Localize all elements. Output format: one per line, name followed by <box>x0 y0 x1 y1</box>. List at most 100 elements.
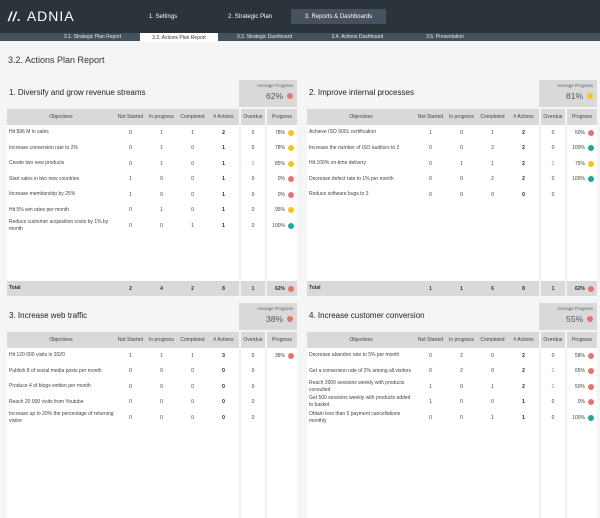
table-row[interactable]: Increase membership by 25% 1 0 0 1 0 0% <box>7 187 297 203</box>
progress-value: 58% <box>575 353 585 359</box>
overdue-count: 0 <box>539 141 565 157</box>
not-started-count: 0 <box>415 410 446 426</box>
total-not-started: 2 <box>115 281 146 296</box>
status-dot-icon <box>288 192 294 198</box>
table-row[interactable]: Hit 100% on-time delivery 0 1 1 2 1 75% <box>307 156 597 172</box>
table-row[interactable]: Produce 4 of blogs written per month 0 0… <box>7 379 297 395</box>
table-row[interactable]: Hit 120 000 visits in 2020 1 1 1 3 0 38% <box>7 348 297 364</box>
table-row[interactable]: Reduce customer acquisition costs by 1% … <box>7 218 297 234</box>
completed-count: 2 <box>477 172 508 188</box>
table-row[interactable]: Increase conversion rate to 2% 0 1 0 1 0… <box>7 141 297 157</box>
actions-count: 3 <box>208 348 239 364</box>
status-dot-icon <box>587 316 593 322</box>
table-row[interactable]: Hit $96 M in sales 0 1 1 2 0 78% <box>7 125 297 141</box>
in-progress-count: 0 <box>146 172 177 188</box>
table-row[interactable]: Create two new products 0 1 0 1 1 85% <box>7 156 297 172</box>
col-overdue: Overdue <box>539 109 565 125</box>
table-row[interactable]: Publish 8 of social media posts per mont… <box>7 364 297 380</box>
not-started-count: 0 <box>115 125 146 141</box>
status-dot-icon <box>588 176 594 182</box>
actions-count: 2 <box>508 379 539 395</box>
col-actions: # Actions <box>508 109 539 125</box>
table-row[interactable]: Obtain less than 5 payment cancellations… <box>307 410 597 426</box>
status-dot-icon <box>287 93 293 99</box>
status-dot-icon <box>588 130 594 136</box>
objective-name: Increase conversion rate to 2% <box>7 141 115 157</box>
objective-name: Reach 20 000 visits from Youtube <box>7 395 115 411</box>
nav-settings[interactable]: 1. Settings <box>128 9 198 24</box>
table-row[interactable]: Get 500 sessions weekly with products ad… <box>307 395 597 411</box>
overdue-count: 0 <box>539 187 565 203</box>
table-row[interactable]: Increase the number of ISO auditors to 2… <box>307 141 597 157</box>
overdue-count: 1 <box>539 364 565 380</box>
in-progress-count: 0 <box>146 364 177 380</box>
table-row[interactable]: Decrease abandon rate to 5% per month 0 … <box>307 348 597 364</box>
tab-strategic-dashboard[interactable]: 3.3. Strategic Dashboard <box>222 33 307 41</box>
col-objectives: Objectives <box>307 109 415 125</box>
status-dot-icon <box>288 353 294 359</box>
average-progress-label: Average Progress <box>239 83 293 88</box>
in-progress-count: 1 <box>146 156 177 172</box>
col-not-started: Not Started <box>115 332 146 348</box>
tab-strategic-plan-report[interactable]: 3.1. Strategic Plan Report <box>50 33 135 41</box>
completed-count: 0 <box>477 364 508 380</box>
actions-count: 0 <box>508 187 539 203</box>
objective-name: Reach 2000 sessions weekly with products… <box>307 379 415 395</box>
tab-presentation[interactable]: 3.5. Presentation <box>405 33 485 41</box>
objectives-table: Objectives Not Started In progress Compl… <box>7 332 297 518</box>
col-completed: Completed <box>477 332 508 348</box>
table-row[interactable]: Increase up to 20% the percentage of ret… <box>7 410 297 426</box>
progress-value: 100% <box>572 415 585 421</box>
overdue-count: 0 <box>239 141 265 157</box>
in-progress-count: 0 <box>146 379 177 395</box>
table-row[interactable]: Decrease defect rate to 1% per month 0 0… <box>307 172 597 188</box>
not-started-count: 1 <box>115 187 146 203</box>
not-started-count: 0 <box>115 395 146 411</box>
table-row[interactable]: Hit 5% win rates per month 0 1 0 1 0 95% <box>7 203 297 219</box>
overdue-count: 1 <box>539 379 565 395</box>
average-progress-label: Average Progress <box>539 83 593 88</box>
total-in-progress: 4 <box>146 281 177 296</box>
table-row[interactable]: Get a conversion rate of 2% among all vi… <box>307 364 597 380</box>
status-dot-icon <box>287 316 293 322</box>
status-dot-icon <box>588 384 594 390</box>
tab-actions-dashboard[interactable]: 3.4. Actions Dashboard <box>315 33 400 41</box>
tab-actions-plan-report[interactable]: 3.2. Actions Plan Report <box>140 33 218 42</box>
table-row[interactable]: Achieve ISO 9001 certification 1 0 1 2 0… <box>307 125 597 141</box>
col-overdue: Overdue <box>539 332 565 348</box>
objective-name: Hit $96 M in sales <box>7 125 115 141</box>
table-row[interactable]: Reduce software bugs to 3 0 0 0 0 0 <box>307 187 597 203</box>
not-started-count: 1 <box>415 125 446 141</box>
progress-value: 0% <box>578 399 585 405</box>
overdue-count: 1 <box>539 156 565 172</box>
nav-reports-dashboards[interactable]: 3. Reports & Dashboards <box>291 9 386 24</box>
in-progress-count: 0 <box>446 172 477 188</box>
progress-value: 100% <box>272 223 285 229</box>
progress-value: 75% <box>575 161 585 167</box>
overdue-count: 0 <box>539 410 565 426</box>
status-dot-icon <box>288 286 294 292</box>
total-actions: 8 <box>208 281 239 296</box>
col-in-progress: In progress <box>446 109 477 125</box>
progress-value: 0% <box>278 176 285 182</box>
col-completed: Completed <box>477 109 508 125</box>
actions-count: 1 <box>208 141 239 157</box>
table-row[interactable]: Reach 20 000 visits from Youtube 0 0 0 0… <box>7 395 297 411</box>
page-title: 3.2. Actions Plan Report <box>8 55 105 65</box>
completed-count: 1 <box>477 156 508 172</box>
status-dot-icon <box>288 130 294 136</box>
average-progress-label: Average Progress <box>239 306 293 311</box>
progress-value: 65% <box>575 368 585 374</box>
table-row[interactable]: Start sales in two new countries 1 0 0 1… <box>7 172 297 188</box>
table-row[interactable]: Reach 2000 sessions weekly with products… <box>307 379 597 395</box>
in-progress-count: 0 <box>446 395 477 411</box>
overdue-count: 0 <box>239 187 265 203</box>
objective-name: Get 500 sessions weekly with products ad… <box>307 395 415 411</box>
completed-count: 1 <box>177 218 208 234</box>
nav-strategic-plan[interactable]: 2. Strategic Plan <box>210 9 290 24</box>
objectives-table: Objectives Not Started In progress Compl… <box>307 332 597 518</box>
status-dot-icon <box>588 399 594 405</box>
total-in-progress: 1 <box>446 281 477 296</box>
overdue-count: 0 <box>239 348 265 364</box>
filler-row <box>7 234 297 282</box>
